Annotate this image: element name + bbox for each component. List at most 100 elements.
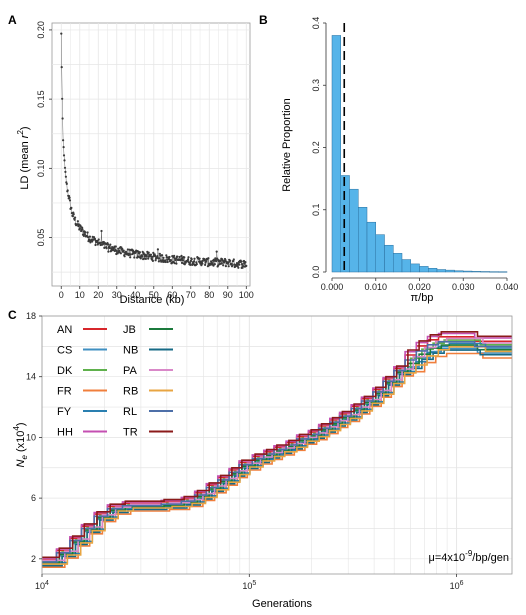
panel-a-frame [51, 22, 251, 287]
panel-a-point [227, 265, 230, 268]
panel-a-point [94, 243, 97, 247]
panel-a-point [165, 254, 168, 257]
panel-a-point [173, 262, 176, 265]
panel-a-point [160, 260, 163, 263]
panel-a-point [201, 259, 204, 262]
panel-b-bar [419, 266, 429, 273]
panel-a-point [181, 259, 184, 262]
panel-a-point [192, 260, 196, 263]
panel-a-point [115, 249, 118, 252]
panel-a-point [117, 247, 120, 250]
panel-b-bar [454, 270, 464, 273]
panel-a-point [230, 262, 233, 265]
panel-a-point [129, 253, 132, 256]
panel-a-point [151, 259, 154, 262]
panel-a-point [156, 248, 159, 251]
panel-a-point [145, 255, 148, 258]
panel-a-point [178, 255, 181, 259]
panel-a-point [236, 265, 239, 268]
legend-label-nb: NB [123, 345, 138, 357]
panel-a-point [64, 170, 67, 173]
panel-a-point [158, 252, 161, 255]
legend-label-jb: JB [123, 324, 136, 336]
panel-a-point [173, 254, 176, 257]
panel-a-xtick-label: 20 [93, 290, 103, 300]
panel-a-point [108, 245, 111, 248]
panel-a-xtick-label: 10 [75, 290, 85, 300]
panel-a-axes: 0 10 20 30 40 50 60 70 80 90 100 0.05 0.10 0.15 0.20 [36, 21, 254, 300]
panel-a-point [152, 251, 155, 254]
panel-a-point [244, 261, 247, 264]
panel-a-point [158, 257, 161, 260]
panel-a-point [207, 257, 210, 260]
panel-a-grid [51, 22, 251, 287]
panel-a-point [68, 196, 71, 199]
panel-a-ylabel-pre: LD (mean [19, 138, 31, 189]
panel-b-axes: 0.0 0.1 0.2 0.3 0.4 0.000 0.010 0.020 0.030 0.040 [311, 17, 518, 292]
panel-a-point [217, 264, 220, 267]
panel-a-point [183, 256, 186, 259]
panel-a-point [224, 259, 227, 262]
panel-b-bar [358, 207, 368, 273]
panel-a-point [62, 139, 65, 142]
panel-a-point [241, 263, 244, 266]
panel-a-point [88, 235, 91, 238]
panel-c-legend: AN CS DK FR FY HH JB NB PA RB RL TR [57, 324, 173, 439]
panel-c-frame [41, 315, 513, 575]
panel-a-point [65, 182, 68, 185]
panel-a-point [83, 233, 86, 236]
panel-a-point [187, 256, 190, 259]
panel-c-ylabel-var: N [15, 460, 27, 468]
panel-c-series-rb [42, 346, 512, 565]
panel-a-point [195, 261, 198, 264]
panel-a-point [164, 260, 167, 264]
panel-c-annotation-sup: -9 [465, 549, 473, 558]
panel-a-point [147, 251, 150, 254]
panel-a-point [240, 260, 243, 263]
panel-a-point [204, 263, 207, 266]
panel-a-point [205, 260, 208, 263]
panel-b-bar [428, 268, 438, 273]
panel-c-xtick-label: 104 [35, 580, 49, 591]
panel-a-label: A [8, 13, 17, 27]
panel-c-annotation-pre: μ=4x10 [429, 552, 466, 564]
panel-a-ylabel-sup: 2 [16, 130, 25, 135]
panel-a-ylabel: LD (mean r2) [16, 126, 31, 189]
panel-a-point [82, 234, 85, 237]
panel-c-series-nb [42, 349, 512, 567]
panel-a-xtick-label: 100 [239, 290, 254, 300]
panel-c-label: C [8, 308, 17, 322]
panel-a-point [119, 252, 122, 255]
panel-a-point [176, 255, 179, 258]
panel-b-ytick-label: 0.0 [311, 266, 321, 279]
panel-a-point [122, 249, 125, 252]
panel-a-ylabel-var: r [19, 133, 31, 138]
panel-a-point [161, 254, 164, 257]
panel-c-ytick-label: 6 [31, 493, 36, 503]
legend-label-an: AN [57, 324, 72, 336]
panel-a-point [73, 218, 76, 221]
panel-b-bar [340, 175, 350, 273]
panel-a-point [188, 261, 191, 264]
panel-a-point [70, 206, 73, 209]
panel-a-point [238, 263, 241, 266]
panel-a-point [78, 227, 81, 230]
panel-b-ytick-label: 0.4 [311, 17, 321, 30]
panel-b-bar [393, 253, 403, 273]
panel-b-bar [471, 271, 481, 273]
panel-a-xlabel: Distance (kb) [120, 294, 185, 306]
panel-a-ytick-label: 0.05 [36, 229, 46, 247]
panel-c-xtick-label: 105 [242, 580, 256, 591]
panel-b-ytick-label: 0.2 [311, 141, 321, 154]
panel-a-point [180, 254, 183, 257]
panel-a-point [149, 253, 153, 256]
panel-a-point [116, 252, 119, 255]
panel-a-point [162, 256, 165, 259]
panel-a-point [237, 266, 240, 269]
panel-c-ytick-label: 10 [26, 432, 36, 442]
panel-a-point [222, 264, 225, 267]
panel-a-point [166, 258, 169, 261]
panel-c-xtick-label: 106 [450, 580, 464, 591]
panel-a-point [133, 256, 136, 259]
panel-c-series-pa [42, 337, 512, 562]
